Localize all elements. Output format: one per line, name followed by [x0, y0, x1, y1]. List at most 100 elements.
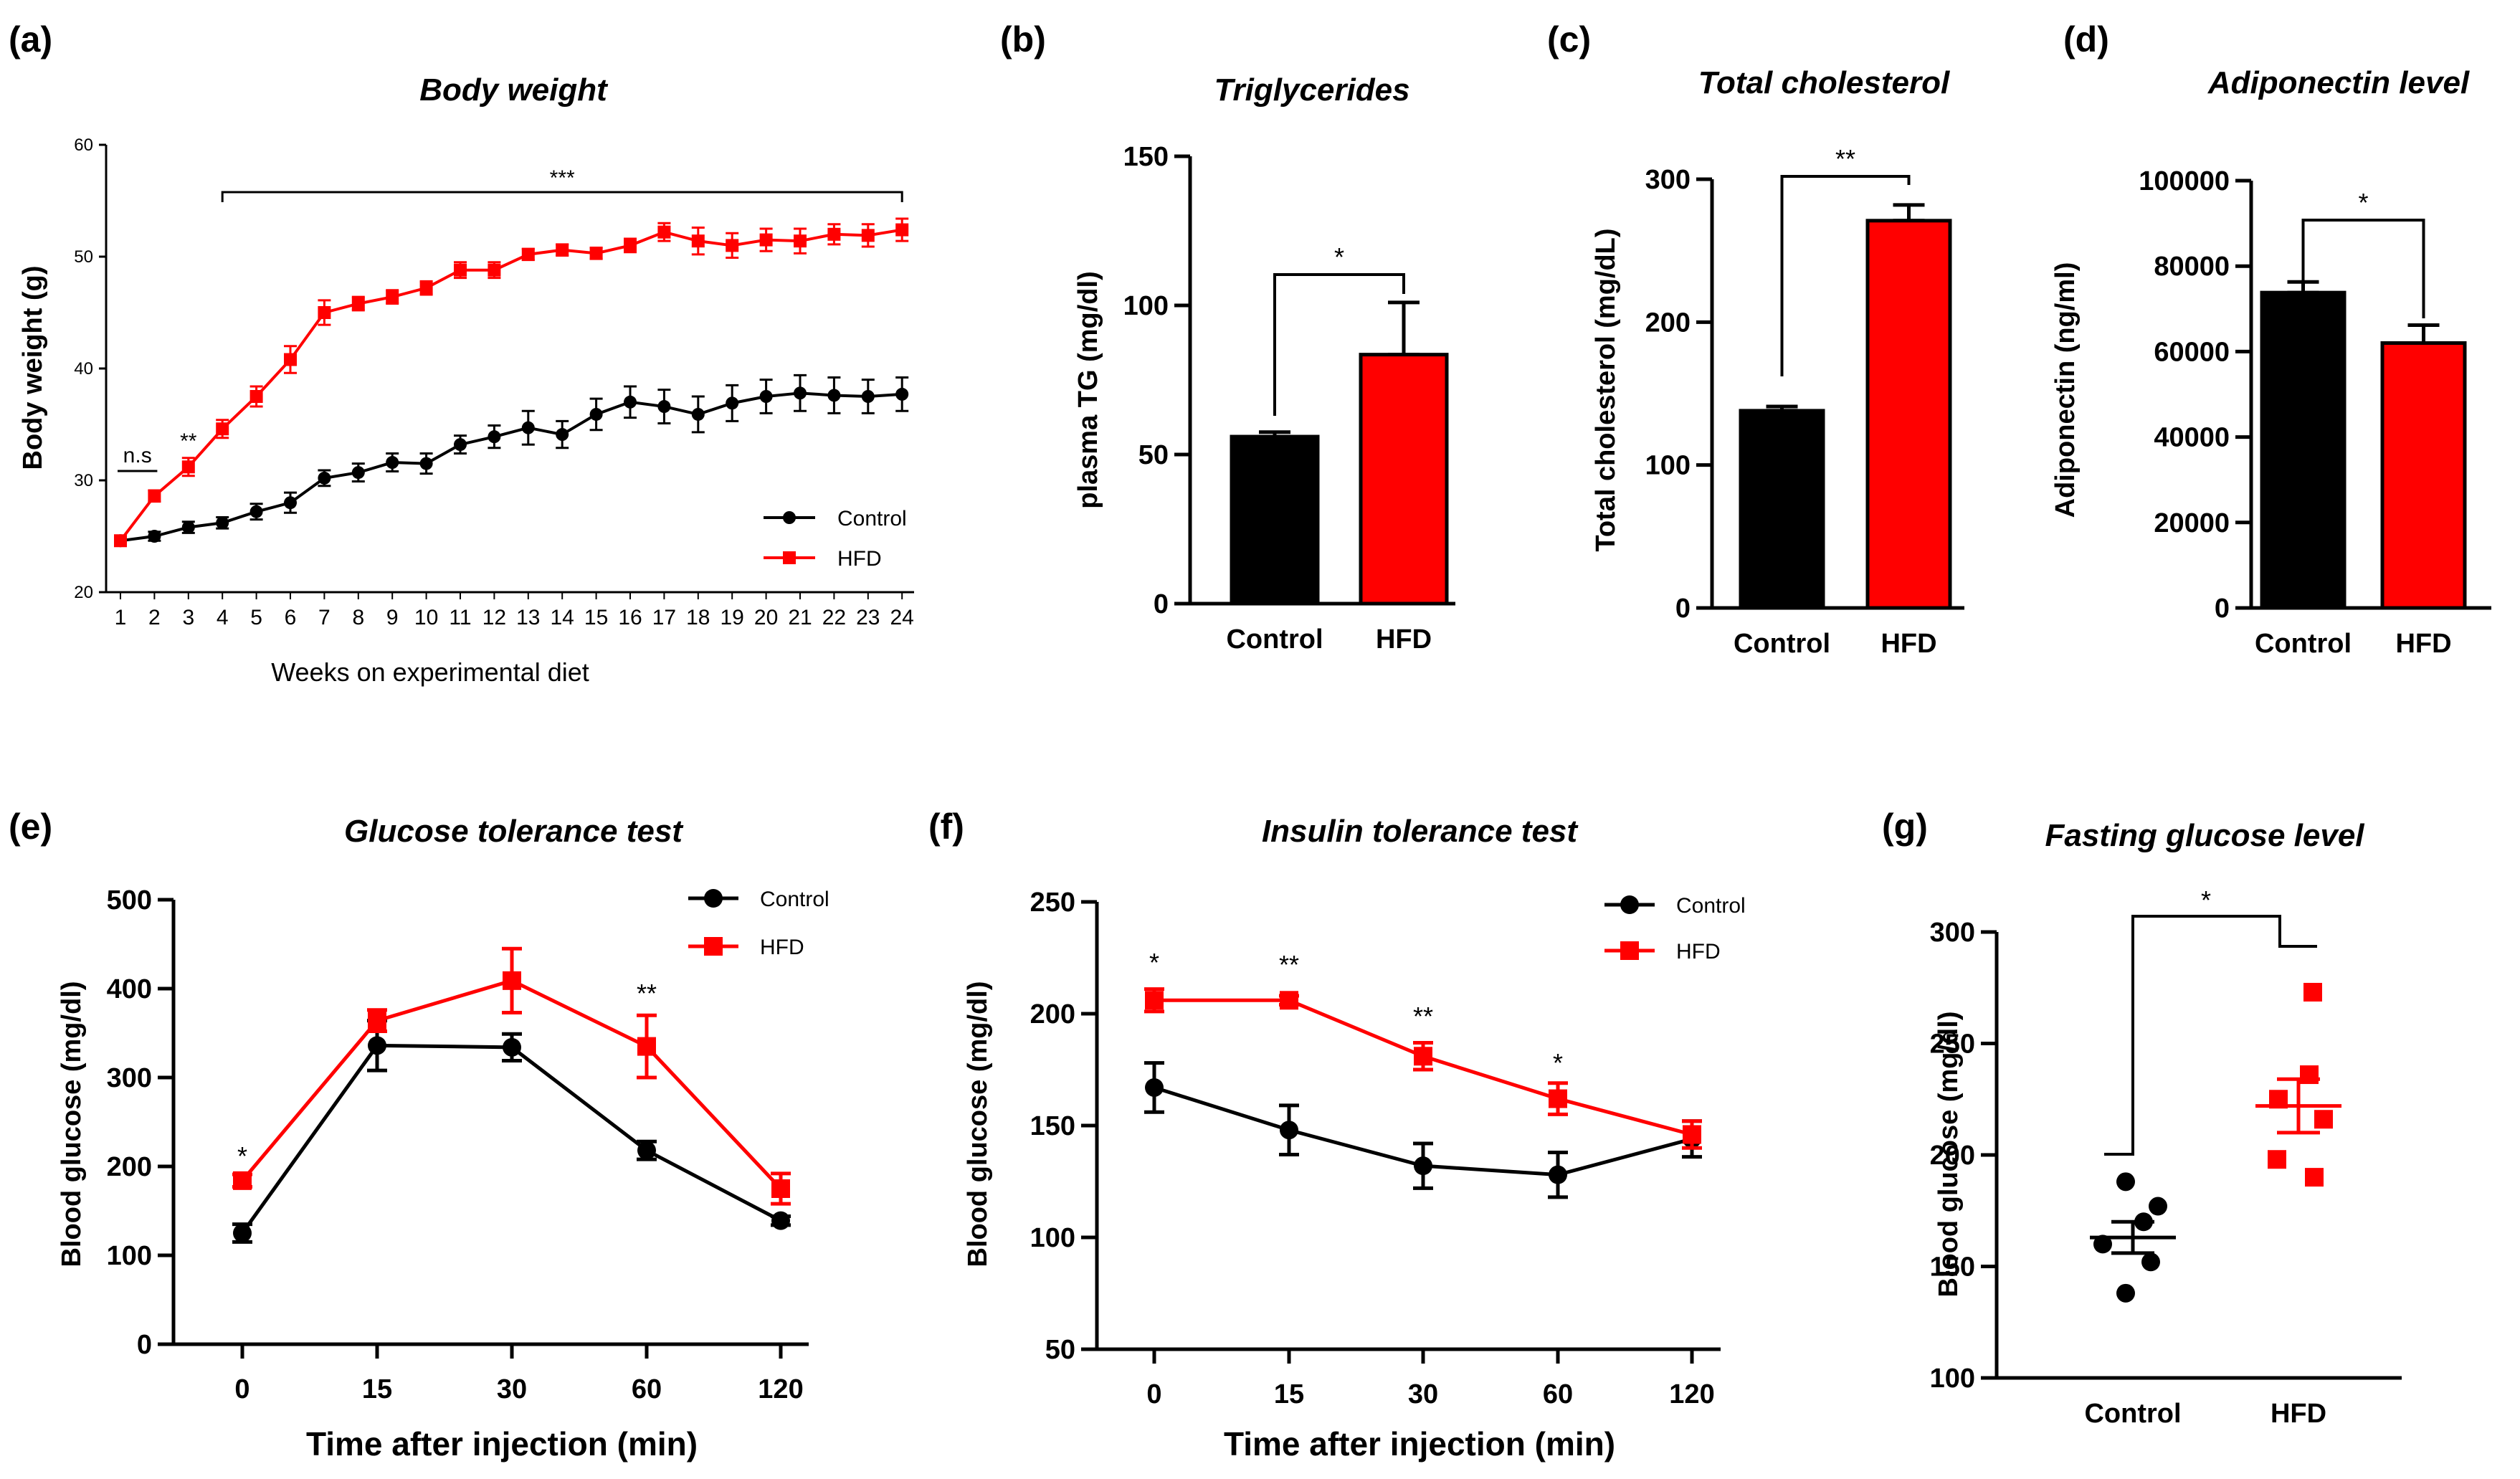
legend-label-e-1: HFD [760, 936, 804, 959]
data-point-a-hfd-5 [284, 353, 297, 366]
annotation-text-f-2: ** [1413, 1002, 1433, 1031]
bar-b-hfd [1359, 353, 1449, 606]
data-point-f-hfd-1 [1280, 991, 1298, 1010]
x-tick-label-a-15: 16 [618, 606, 642, 629]
data-point-a-control-21 [827, 389, 841, 402]
data-point-a-hfd-2 [181, 460, 195, 474]
data-point-e-control-2 [503, 1037, 521, 1057]
annotation-text-e-0: * [237, 1141, 247, 1171]
chart-title-g: Fasting glucose level [2045, 818, 2364, 853]
y-axis-label-a: Body weight (g) [18, 266, 48, 470]
y-tick-label-c-2: 200 [1645, 308, 1691, 338]
significance-label-b: * [1334, 242, 1344, 272]
x-tick-label-f-1: 15 [1274, 1379, 1304, 1409]
y-tick-label-d-0: 0 [2215, 594, 2230, 624]
data-point-a-hfd-12 [521, 247, 535, 261]
y-tick-label-g-0: 100 [1930, 1364, 1975, 1394]
x-tick-label-e-4: 120 [758, 1374, 803, 1404]
data-point-e-control-4 [771, 1211, 790, 1230]
significance-bracket-b [1273, 273, 1405, 416]
bar-b-control [1230, 434, 1320, 606]
x-tick-label-a-18: 19 [721, 606, 744, 629]
y-axis-label-f: Blood glucose (mg/dl) [963, 981, 993, 1268]
data-point-a-control-19 [759, 390, 773, 403]
x-axis-label-a: Weeks on experimental diet [271, 657, 589, 687]
data-point-g-control-5 [2116, 1283, 2135, 1303]
data-point-a-hfd-19 [759, 233, 773, 247]
data-point-f-control-1 [1280, 1121, 1298, 1140]
data-point-f-hfd-0 [1145, 991, 1164, 1010]
y-tick-label-c-1: 100 [1645, 451, 1691, 481]
data-point-a-hfd-9 [419, 281, 433, 295]
x-tick-label-e-3: 60 [632, 1374, 662, 1404]
x-tick-label-a-20: 21 [788, 606, 812, 629]
x-tick-label-a-8: 9 [386, 606, 399, 629]
panel-b: (b) Triglycerides plasma TG (mg/dl) 0 50 1… [1000, 19, 1455, 655]
data-point-a-control-13 [556, 428, 569, 442]
y-axis-label-g: Blood glucose (mg/dl) [1934, 1012, 1964, 1298]
y-tick-label-b-0: 0 [1154, 589, 1169, 619]
legend-marker-e-1 [704, 937, 723, 956]
y-tick-label-a-3: 50 [74, 247, 93, 267]
data-point-a-hfd-22 [861, 229, 875, 242]
data-point-g-control-1 [2149, 1197, 2167, 1216]
data-point-g-control-2 [2134, 1212, 2153, 1232]
x-tick-label-a-0: 1 [115, 606, 127, 629]
data-point-g-hfd-4 [2268, 1150, 2286, 1169]
x-tick-label-f-4: 120 [1669, 1379, 1714, 1409]
y-tick-label-e-0: 0 [137, 1330, 152, 1360]
data-point-a-control-9 [419, 457, 433, 470]
y-tick-label-e-2: 200 [107, 1152, 152, 1182]
x-tick-label-f-3: 60 [1543, 1379, 1573, 1409]
data-point-g-control-4 [2141, 1252, 2160, 1272]
data-point-g-hfd-3 [2314, 1110, 2333, 1129]
x-tick-label-a-14: 15 [584, 606, 608, 629]
panel-label-g: (g) [1882, 807, 1928, 847]
annotation-text-f-3: * [1553, 1048, 1563, 1078]
bar-d-control [2260, 290, 2347, 610]
data-point-g-hfd-2 [2269, 1090, 2288, 1109]
data-point-a-hfd-1 [148, 489, 161, 503]
annotation-text-a-2: *** [550, 166, 575, 190]
x-tick-label-a-22: 23 [856, 606, 880, 629]
y-axis-label-d: Adiponectin (ng/ml) [2050, 262, 2081, 518]
legend-label-a-0: Control [837, 507, 907, 531]
y-tick-label-c-3: 300 [1645, 165, 1691, 195]
data-point-a-control-12 [521, 421, 535, 434]
data-point-f-control-3 [1549, 1165, 1567, 1184]
data-point-a-hfd-18 [726, 239, 739, 252]
data-point-a-control-15 [624, 395, 637, 409]
data-point-a-control-17 [691, 407, 705, 421]
x-tick-label-a-6: 7 [318, 606, 331, 629]
legend-marker-f-0 [1620, 895, 1639, 914]
bar-c-control [1739, 409, 1825, 610]
panel-a: (a) Body weight Weeks on experimental di… [9, 19, 914, 687]
y-tick-label-f-0: 50 [1045, 1335, 1075, 1365]
y-tick-label-f-2: 150 [1030, 1111, 1075, 1141]
data-point-a-hfd-14 [589, 247, 603, 260]
plot-area-b: 0 50 100 150 Control HFD * [1123, 142, 1455, 655]
data-point-a-control-1 [148, 530, 161, 543]
legend-marker-a-1 [783, 551, 796, 564]
x-tick-label-f-0: 0 [1146, 1379, 1161, 1409]
y-tick-label-d-5: 100000 [2139, 166, 2230, 196]
x-tick-label-a-13: 14 [551, 606, 574, 629]
annotation-text-a-1: ** [180, 429, 197, 453]
panel-label-e: (e) [9, 807, 52, 847]
data-point-e-control-3 [637, 1141, 656, 1160]
data-point-a-control-23 [895, 387, 909, 401]
annotation-text-f-0: * [1149, 948, 1159, 977]
data-point-a-hfd-15 [624, 239, 637, 252]
chart-title-a: Body weight [419, 72, 609, 108]
legend-label-e-0: Control [760, 888, 829, 911]
data-point-e-hfd-1 [368, 1011, 386, 1030]
data-point-a-hfd-3 [216, 422, 229, 436]
x-tick-label-b-0: Control [1226, 624, 1323, 655]
x-tick-label-a-19: 20 [754, 606, 778, 629]
y-tick-label-f-4: 250 [1030, 888, 1075, 918]
data-point-a-control-11 [488, 430, 501, 444]
y-tick-label-b-2: 100 [1123, 291, 1169, 321]
x-axis-label-e: Time after injection (min) [306, 1425, 698, 1463]
data-point-a-control-3 [216, 516, 229, 530]
